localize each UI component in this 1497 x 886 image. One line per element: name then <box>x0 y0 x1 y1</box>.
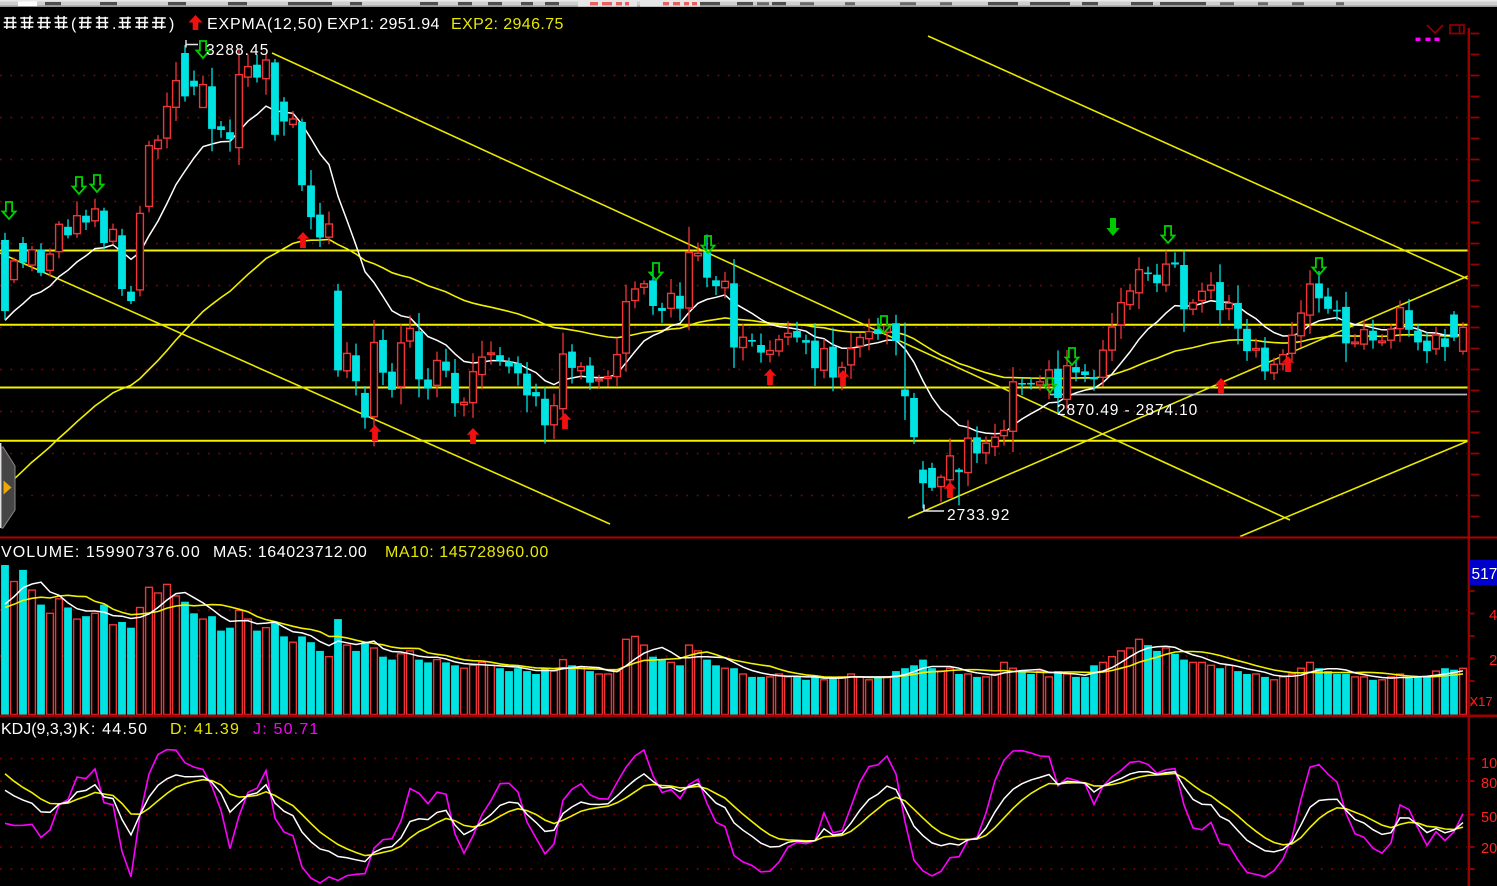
svg-text:): ) <box>169 16 174 33</box>
svg-text:80: 80 <box>1481 776 1497 792</box>
svg-text:VOLUME: 159907376.00: VOLUME: 159907376.00 <box>1 544 201 561</box>
svg-text:KDJ(9,3,3): KDJ(9,3,3) <box>1 721 77 738</box>
svg-text:517: 517 <box>1472 566 1497 583</box>
svg-text:(: ( <box>71 16 77 33</box>
svg-text:2733.92: 2733.92 <box>947 507 1010 524</box>
svg-text:J: 50.71: J: 50.71 <box>253 721 320 738</box>
svg-text:20: 20 <box>1489 652 1497 669</box>
svg-text:D: 41.39: D: 41.39 <box>170 721 240 738</box>
svg-text:100: 100 <box>1481 756 1497 772</box>
svg-text:50: 50 <box>1481 810 1497 826</box>
svg-text:40: 40 <box>1489 607 1497 624</box>
svg-text:EXP2: 2946.75: EXP2: 2946.75 <box>451 16 564 33</box>
svg-text:K: 44.50: K: 44.50 <box>79 721 148 738</box>
svg-text:MA5: 164023712.00: MA5: 164023712.00 <box>213 544 367 561</box>
svg-text:MA10: 145728960.00: MA10: 145728960.00 <box>385 544 549 561</box>
svg-text:.: . <box>112 16 116 33</box>
svg-text:3288.45: 3288.45 <box>206 42 269 59</box>
svg-text:X17: X17 <box>1470 694 1493 709</box>
svg-text:20: 20 <box>1481 841 1497 857</box>
svg-text:EXPMA(12,50): EXPMA(12,50) <box>207 16 323 33</box>
svg-text:EXP1: 2951.94: EXP1: 2951.94 <box>327 16 440 33</box>
svg-text:2870.49 - 2874.10: 2870.49 - 2874.10 <box>1057 402 1198 419</box>
